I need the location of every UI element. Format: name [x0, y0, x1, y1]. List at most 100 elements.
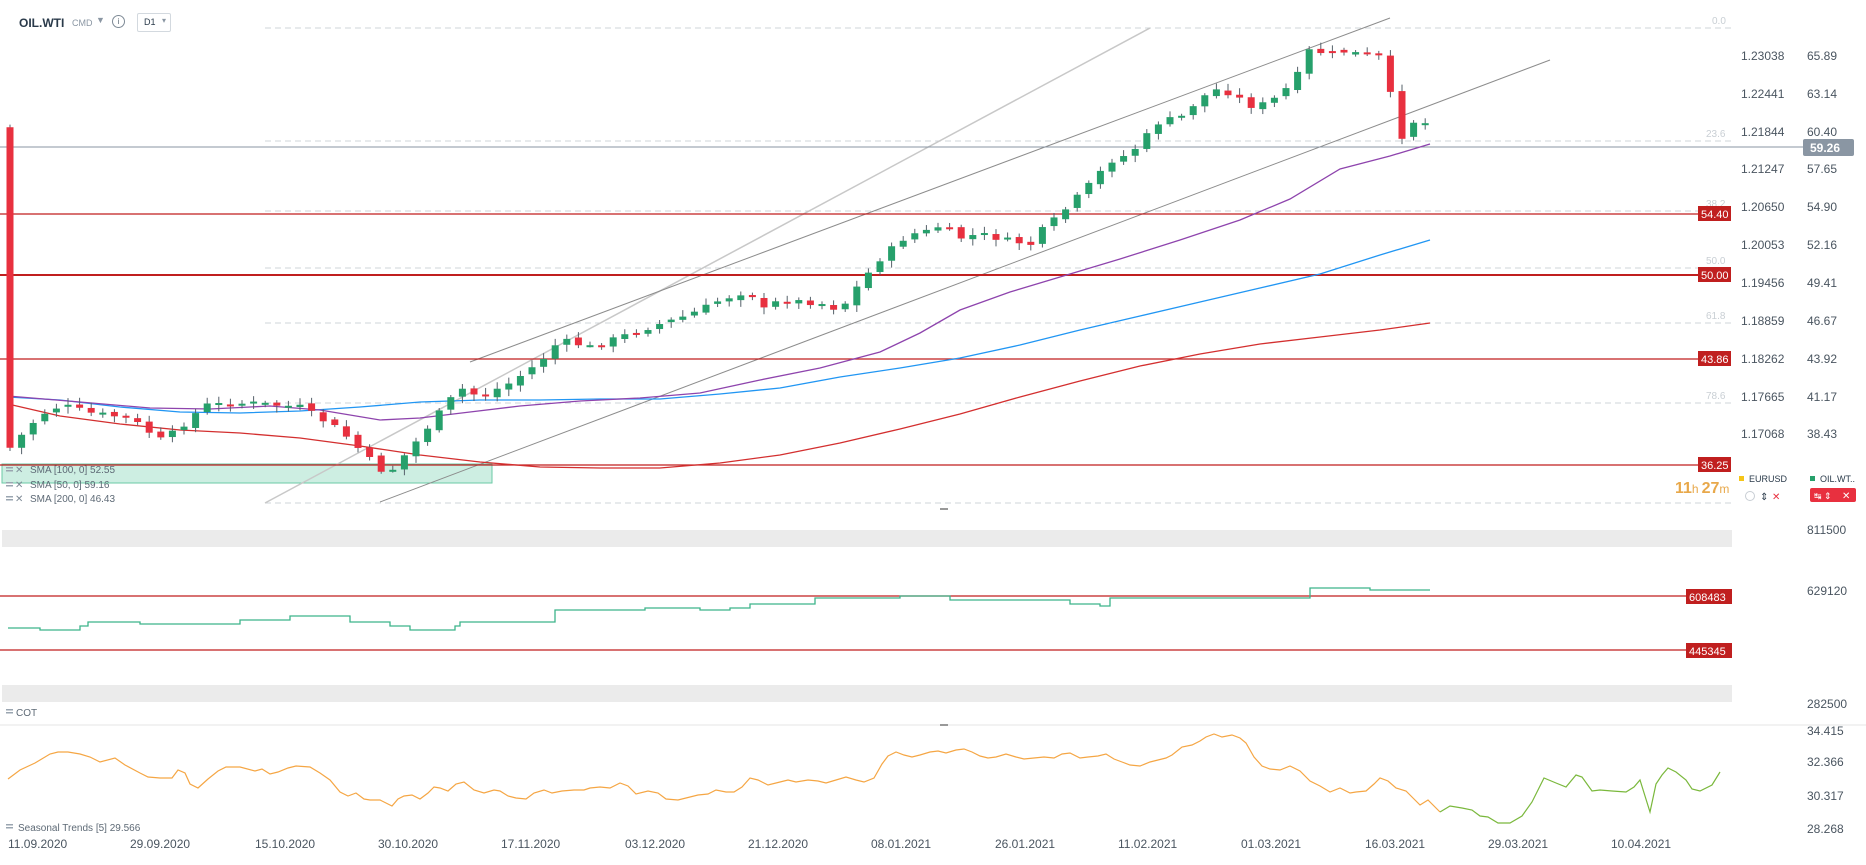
candle-up[interactable]	[737, 295, 745, 301]
candle-up[interactable]	[412, 441, 420, 457]
candle-up[interactable]	[1085, 182, 1093, 195]
candle-up[interactable]	[1294, 71, 1302, 90]
candle-up[interactable]	[1143, 133, 1151, 149]
candle-down[interactable]	[110, 411, 118, 417]
candle-up[interactable]	[1038, 227, 1046, 244]
candle-down[interactable]	[342, 426, 350, 437]
candle-down[interactable]	[1015, 237, 1023, 244]
candle-up[interactable]	[1073, 194, 1081, 208]
candle-up[interactable]	[888, 246, 896, 261]
candle-up[interactable]	[284, 405, 292, 408]
candle-up[interactable]	[818, 304, 826, 307]
candle-down[interactable]	[957, 227, 965, 239]
candle-down[interactable]	[946, 227, 954, 230]
candle-up[interactable]	[679, 316, 687, 320]
candle-up[interactable]	[1154, 124, 1162, 134]
candle-up[interactable]	[772, 301, 780, 307]
candle-down[interactable]	[760, 297, 768, 308]
candle-down[interactable]	[6, 127, 14, 448]
candle-up[interactable]	[690, 311, 698, 316]
candle-up[interactable]	[1282, 88, 1290, 97]
candle-down[interactable]	[1224, 90, 1232, 96]
candle-up[interactable]	[168, 430, 176, 438]
candle-up[interactable]	[41, 413, 49, 422]
candle-down[interactable]	[574, 337, 582, 346]
candle-down[interactable]	[1340, 49, 1348, 53]
candle-up[interactable]	[853, 286, 861, 306]
trend-channel[interactable]	[264, 17, 1551, 504]
candle-up[interactable]	[516, 375, 524, 386]
candle-up[interactable]	[180, 426, 188, 430]
candle-down[interactable]	[87, 407, 95, 413]
candle-down[interactable]	[1328, 51, 1336, 54]
candle-up[interactable]	[1189, 106, 1197, 116]
candle-up[interactable]	[551, 345, 559, 359]
candle-down[interactable]	[783, 301, 791, 304]
legend-icons[interactable]	[6, 467, 13, 829]
candle-up[interactable]	[458, 388, 466, 397]
candle-down[interactable]	[1386, 55, 1394, 92]
sma-200-line[interactable]	[7, 322, 1431, 469]
candle-down[interactable]	[1375, 53, 1383, 56]
candle-up[interactable]	[1096, 170, 1104, 185]
close-icon[interactable]: ✕	[15, 494, 23, 505]
candle-up[interactable]	[644, 330, 652, 334]
candle-up[interactable]	[1131, 148, 1139, 156]
candle-down[interactable]	[1317, 48, 1325, 54]
symbol-name[interactable]: OIL.WTI	[19, 16, 65, 30]
seasonal-line-b[interactable]	[1439, 767, 1721, 824]
candle-up[interactable]	[1352, 52, 1360, 55]
candle-down[interactable]	[598, 345, 606, 348]
candle-up[interactable]	[1120, 156, 1128, 162]
level-tags[interactable]: 54.40 50.00 43.86 36.25 608483 445345	[1686, 206, 1732, 658]
candle-up[interactable]	[400, 455, 408, 470]
candle-down[interactable]	[145, 421, 153, 433]
candle-down[interactable]	[157, 431, 165, 438]
chevron-down-icon[interactable]: ▼	[96, 15, 105, 25]
candle-up[interactable]	[911, 233, 919, 240]
candle-down[interactable]	[992, 234, 1000, 240]
price-levels[interactable]	[0, 213, 1700, 651]
candle-up[interactable]	[795, 300, 803, 304]
candle-up[interactable]	[64, 404, 72, 407]
candle-up[interactable]	[934, 227, 942, 231]
candle-up[interactable]	[656, 324, 664, 330]
candle-up[interactable]	[1062, 209, 1070, 220]
close-icon[interactable]: ✕	[1772, 492, 1780, 503]
candle-up[interactable]	[1108, 162, 1116, 172]
candle-down[interactable]	[354, 434, 362, 448]
candle-up[interactable]	[52, 408, 60, 413]
candle-up[interactable]	[1178, 115, 1186, 118]
candle-up[interactable]	[18, 434, 26, 448]
candle-down[interactable]	[1398, 91, 1406, 139]
candle-up[interactable]	[1004, 237, 1012, 240]
candle-down[interactable]	[308, 403, 316, 411]
candle-up[interactable]	[1259, 102, 1267, 110]
candle-up[interactable]	[586, 345, 594, 348]
timeframe-select[interactable]: D1 ▾	[137, 13, 171, 32]
candle-up[interactable]	[841, 303, 849, 310]
candle-up[interactable]	[250, 401, 258, 404]
candle-up[interactable]	[1050, 217, 1058, 227]
candle-up[interactable]	[1201, 95, 1209, 107]
eye-icon[interactable]	[1745, 491, 1755, 501]
support-zone[interactable]	[1, 463, 493, 484]
candle-up[interactable]	[1421, 123, 1429, 126]
candle-up[interactable]	[899, 240, 907, 247]
candle-up[interactable]	[1305, 49, 1313, 74]
candle-up[interactable]	[540, 358, 548, 367]
candle-down[interactable]	[1027, 241, 1035, 245]
candle-up[interactable]	[99, 412, 107, 415]
eurusd-legend[interactable]: EURUSD	[1749, 474, 1788, 484]
candle-up[interactable]	[389, 469, 397, 472]
candle-down[interactable]	[122, 415, 130, 418]
seasonal-line-a[interactable]	[7, 733, 1441, 813]
candle-up[interactable]	[447, 397, 455, 410]
close-icon[interactable]: ✕	[15, 465, 23, 476]
candle-up[interactable]	[621, 334, 629, 340]
candle-up[interactable]	[528, 367, 536, 375]
candle-up[interactable]	[261, 402, 269, 405]
candle-up[interactable]	[563, 338, 571, 345]
candle-up[interactable]	[493, 388, 501, 398]
